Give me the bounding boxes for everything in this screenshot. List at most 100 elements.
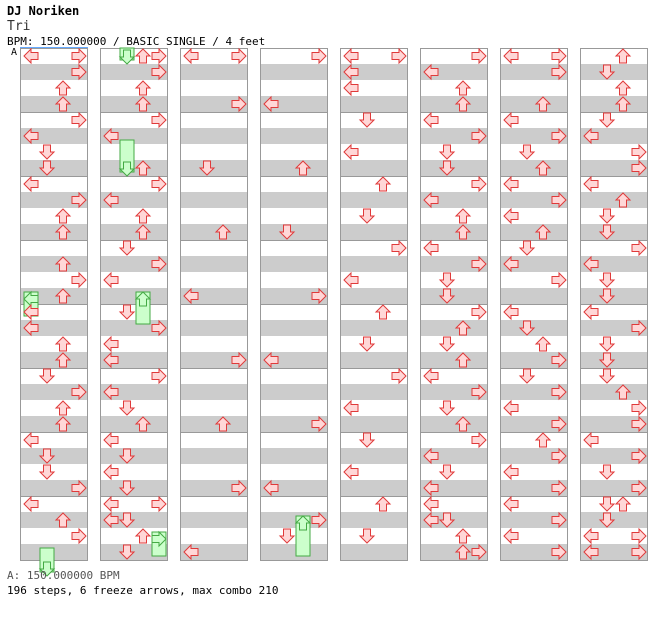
step-arrow-up xyxy=(454,224,472,240)
row-stripe xyxy=(500,544,568,560)
row-stripe xyxy=(420,544,488,560)
column-frame xyxy=(500,48,568,561)
step-arrow-left xyxy=(503,463,519,481)
freeze-arrow xyxy=(294,515,312,557)
step-arrow-left xyxy=(23,495,39,513)
step-arrow-left xyxy=(423,447,439,465)
step-arrow-right xyxy=(551,271,567,289)
row-stripe xyxy=(340,128,408,144)
step-arrow-up xyxy=(534,336,552,352)
step-arrow-left xyxy=(103,191,119,209)
row-stripe xyxy=(500,352,568,368)
step-arrow-right xyxy=(471,431,487,449)
step-arrow-right xyxy=(151,63,167,81)
step-arrow-right xyxy=(311,511,327,529)
row-stripe xyxy=(180,128,248,144)
step-arrow-down xyxy=(598,208,616,224)
step-arrow-up xyxy=(614,96,632,112)
step-arrow-left xyxy=(583,127,599,145)
step-arrow-up xyxy=(454,320,472,336)
freeze-arrow xyxy=(38,547,56,577)
row-stripe xyxy=(500,448,568,464)
step-arrow-left xyxy=(423,479,439,497)
step-arrow-right xyxy=(551,543,567,561)
step-arrow-right xyxy=(151,367,167,385)
row-stripe xyxy=(580,448,648,464)
row-stripe xyxy=(260,128,328,144)
step-arrow-right xyxy=(71,479,87,497)
step-arrow-up xyxy=(614,496,632,512)
row-stripe xyxy=(340,256,408,272)
step-arrow-left xyxy=(23,127,39,145)
chart-column xyxy=(580,48,648,561)
row-stripe xyxy=(340,96,408,112)
chart-meta: BPM: 150.000000 / BASIC SINGLE / 4 feet xyxy=(7,35,266,48)
section-marker: A xyxy=(11,47,18,58)
step-arrow-down xyxy=(118,544,136,560)
step-arrow-down xyxy=(438,144,456,160)
step-arrow-right xyxy=(631,543,647,561)
row-stripe xyxy=(340,352,408,368)
step-arrow-left xyxy=(103,511,119,529)
step-arrow-down xyxy=(38,144,56,160)
step-arrow-up xyxy=(54,352,72,368)
row-stripe xyxy=(180,192,248,208)
row-stripe xyxy=(20,192,88,208)
step-arrow-right xyxy=(471,383,487,401)
step-arrow-down xyxy=(38,160,56,176)
step-arrow-right xyxy=(311,287,327,305)
row-stripe xyxy=(20,256,88,272)
step-arrow-left xyxy=(583,431,599,449)
step-arrow-down xyxy=(358,208,376,224)
freeze-arrow xyxy=(118,47,136,65)
step-arrow-left xyxy=(343,47,359,65)
step-arrow-right xyxy=(551,511,567,529)
step-arrow-left xyxy=(183,543,199,561)
step-arrow-left xyxy=(503,399,519,417)
row-stripe xyxy=(420,384,488,400)
step-arrow-down xyxy=(38,448,56,464)
chart-column xyxy=(180,48,248,561)
step-arrow-left xyxy=(263,351,279,369)
step-arrow-down xyxy=(598,64,616,80)
step-arrow-right xyxy=(311,47,327,65)
row-stripe xyxy=(420,224,488,240)
step-arrow-right xyxy=(231,95,247,113)
step-arrow-up xyxy=(54,80,72,96)
step-arrow-right xyxy=(631,159,647,177)
row-stripe xyxy=(100,64,168,80)
step-arrow-right xyxy=(551,479,567,497)
step-arrow-down xyxy=(518,240,536,256)
step-arrow-right xyxy=(551,415,567,433)
row-stripe xyxy=(20,352,88,368)
step-arrow-left xyxy=(103,271,119,289)
row-stripe xyxy=(180,352,248,368)
step-arrow-left xyxy=(423,239,439,257)
row-stripe xyxy=(180,320,248,336)
step-arrow-down xyxy=(118,512,136,528)
row-stripe xyxy=(580,192,648,208)
step-arrow-up xyxy=(134,80,152,96)
step-arrow-right xyxy=(471,127,487,145)
step-arrow-right xyxy=(151,47,167,65)
row-stripe xyxy=(340,224,408,240)
row-stripe xyxy=(180,256,248,272)
step-arrow-right xyxy=(71,111,87,129)
row-stripe xyxy=(180,64,248,80)
row-stripe xyxy=(580,96,648,112)
row-stripe xyxy=(580,160,648,176)
artist-name: DJ Noriken xyxy=(7,4,80,18)
step-arrow-down xyxy=(438,288,456,304)
row-stripe xyxy=(500,224,568,240)
row-stripe xyxy=(260,320,328,336)
step-arrow-left xyxy=(423,495,439,513)
step-arrow-up xyxy=(54,208,72,224)
row-stripe xyxy=(100,320,168,336)
step-arrow-right xyxy=(471,543,487,561)
row-stripe xyxy=(260,512,328,528)
freeze-arrow xyxy=(151,530,167,557)
row-stripe xyxy=(100,224,168,240)
step-arrow-down xyxy=(598,288,616,304)
row-stripe xyxy=(500,512,568,528)
